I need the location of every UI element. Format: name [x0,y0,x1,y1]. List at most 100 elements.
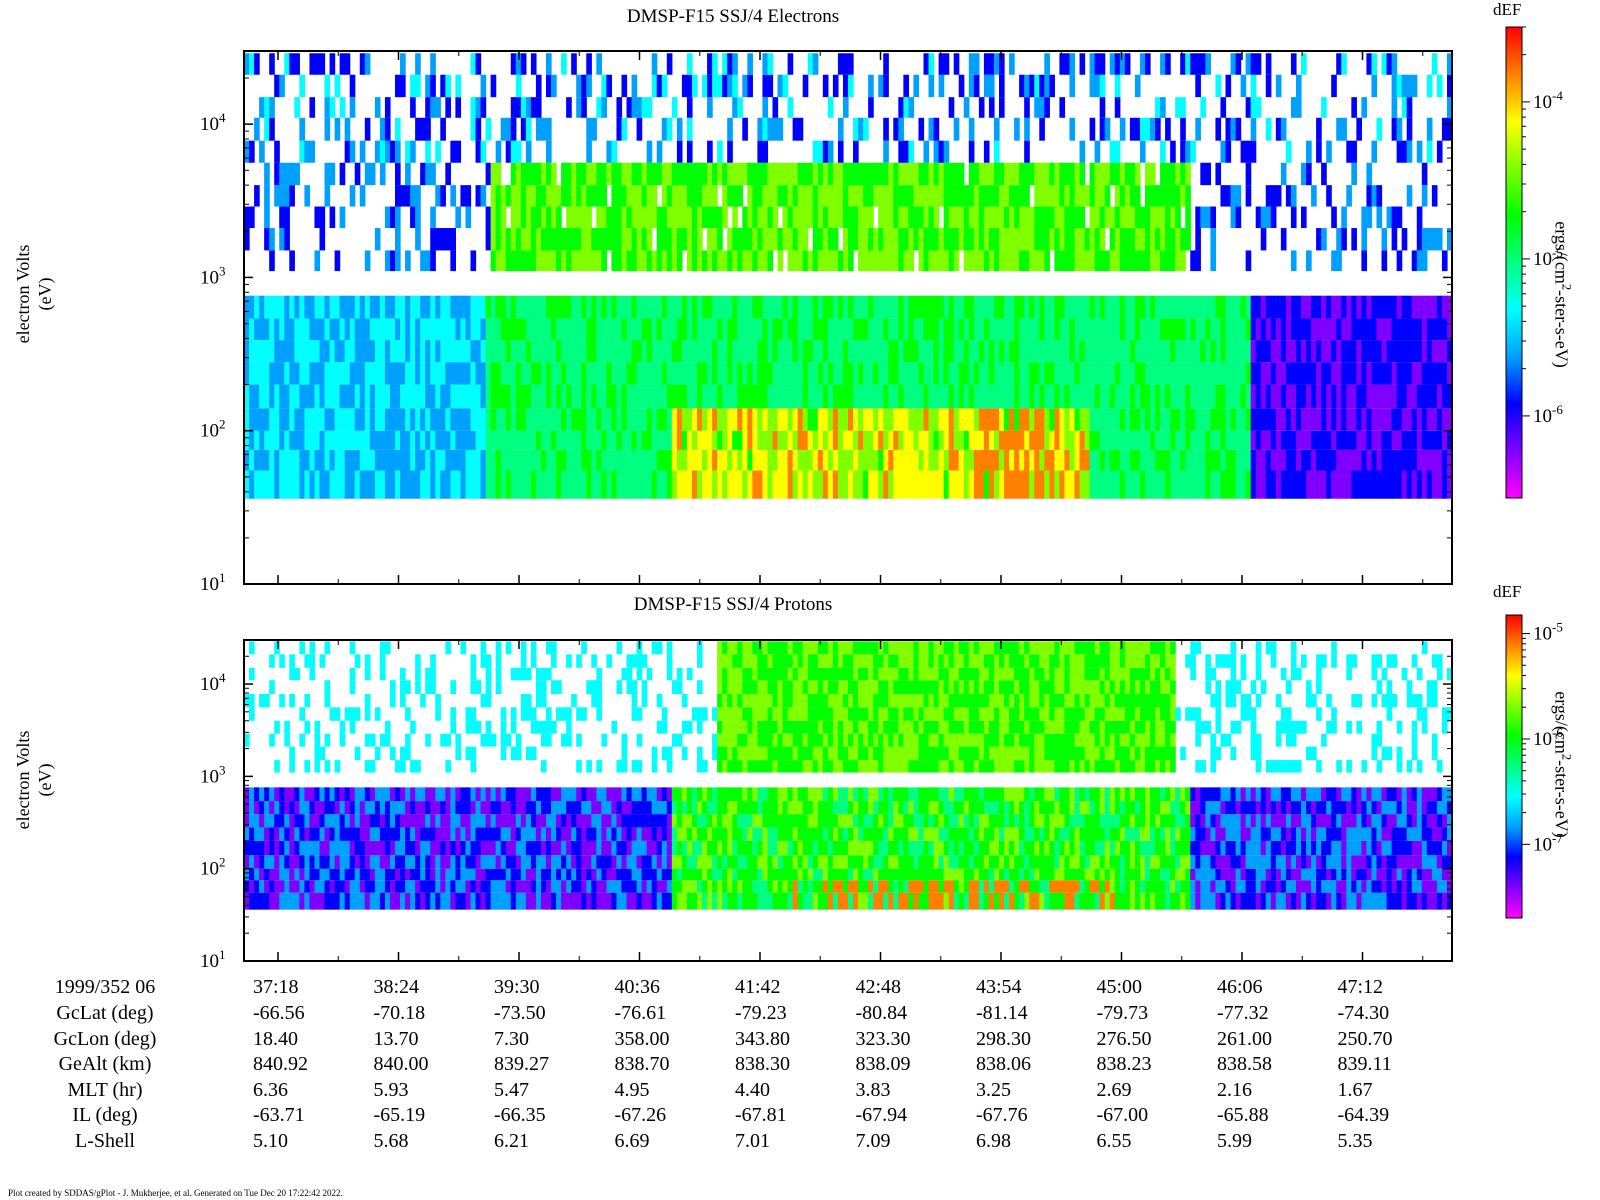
heatmap-cell [1059,430,1066,450]
heatmap-cell [827,408,834,431]
heatmap-cell [1210,827,1217,841]
heatmap-cell [1084,827,1091,841]
heatmap-cell [767,340,774,363]
heatmap-cell [737,185,743,207]
heatmap-cell [747,840,753,856]
heatmap-cell [1059,827,1066,841]
heatmap-cell [1029,318,1035,341]
heatmap-cell [908,430,915,450]
heatmap-cell [1215,295,1222,319]
heatmap-cell [656,408,663,431]
heatmap-cell [1371,449,1378,471]
heatmap-cell [249,868,255,881]
heatmap-cell [304,185,311,207]
heatmap-cell [1316,408,1322,431]
heatmap-cell [898,855,904,869]
heatmap-cell [616,408,623,431]
heatmap-cell [535,430,542,450]
heatmap-cell [1029,295,1035,319]
heatmap-cell [520,318,527,341]
heatmap-cell [1406,408,1413,431]
heatmap-cell [1074,250,1081,272]
heatmap-cell [244,840,250,856]
heatmap-cell [1044,53,1050,75]
heatmap-cell [1346,408,1352,431]
heatmap-cell [410,855,416,869]
heatmap-cell [953,362,960,385]
heatmap-cell [903,430,909,450]
heatmap-cell [983,74,990,98]
heatmap-cell [702,185,708,207]
heatmap-cell [933,430,940,450]
heatmap-cell [923,140,930,163]
heatmap-cell [1255,855,1262,869]
heatmap-cell [923,855,930,869]
heatmap-cell [999,384,1005,409]
heatmap-cell [344,340,351,363]
heatmap-cell [259,840,265,856]
heatmap-cell [978,162,985,186]
heatmap-cell [389,140,396,163]
heatmap-cell [1361,97,1368,118]
heatmap-cell [993,880,1000,893]
heatmap-cell [898,827,904,841]
heatmap-cell [666,892,673,910]
heatmap-cell [259,449,265,471]
heatmap-cell [1301,892,1307,910]
heatmap-cell [1401,868,1408,881]
heatmap-cell [792,295,799,319]
heatmap-cell [299,408,305,431]
heatmap-cell [822,449,829,471]
heatmap-cell [606,340,613,363]
heatmap-cell [369,470,376,499]
heatmap-cell [661,430,668,450]
heatmap-cell [374,295,381,319]
heatmap-cell [339,362,346,385]
heatmap-cell [817,880,824,893]
heatmap-cell [1361,855,1368,869]
heatmap-cell [1245,892,1252,910]
heatmap-cell [1240,449,1247,471]
heatmap-cell [737,430,743,450]
heatmap-cell [1376,868,1383,881]
heatmap-cell [520,117,527,141]
heatmap-cell [304,140,311,163]
heatmap-cell [1411,470,1418,499]
heatmap-cell [807,340,814,363]
heatmap-cell [1386,295,1393,319]
heatmap-cell [611,855,618,869]
heatmap-cell [1250,384,1257,409]
heatmap-cell [530,206,537,229]
heatmap-cell [1210,868,1217,881]
heatmap-cell [1275,362,1282,385]
heatmap-cell [762,430,769,450]
heatmap-cell [339,840,346,856]
heatmap-cell [359,449,366,471]
heatmap-cell [1049,408,1055,431]
heatmap-cell [842,470,849,499]
heatmap-cell [918,362,925,385]
heatmap-cell [581,855,587,869]
heatmap-cell [1270,408,1277,431]
heatmap-cell [968,430,975,450]
heatmap-cell [1044,470,1050,499]
heatmap-cell [651,318,658,341]
heatmap-cell [1004,868,1010,881]
heatmap-cell [581,228,587,251]
heatmap-cell [777,162,784,186]
heatmap-cell [349,470,356,499]
heatmap-cell [1124,162,1131,186]
heatmap-cell [621,408,628,431]
heatmap-cell [978,470,985,499]
heatmap-cell [586,892,592,910]
heatmap-cell [1306,868,1312,881]
heatmap-cell [898,470,904,499]
heatmap-cell [1160,53,1166,75]
heatmap-cell [556,185,562,207]
heatmap-cell [1436,295,1443,319]
heatmap-cell [445,855,451,869]
heatmap-cell [561,449,567,471]
heatmap-cell [848,185,854,207]
heatmap-cell [309,880,316,893]
heatmap-cell [1411,449,1418,471]
